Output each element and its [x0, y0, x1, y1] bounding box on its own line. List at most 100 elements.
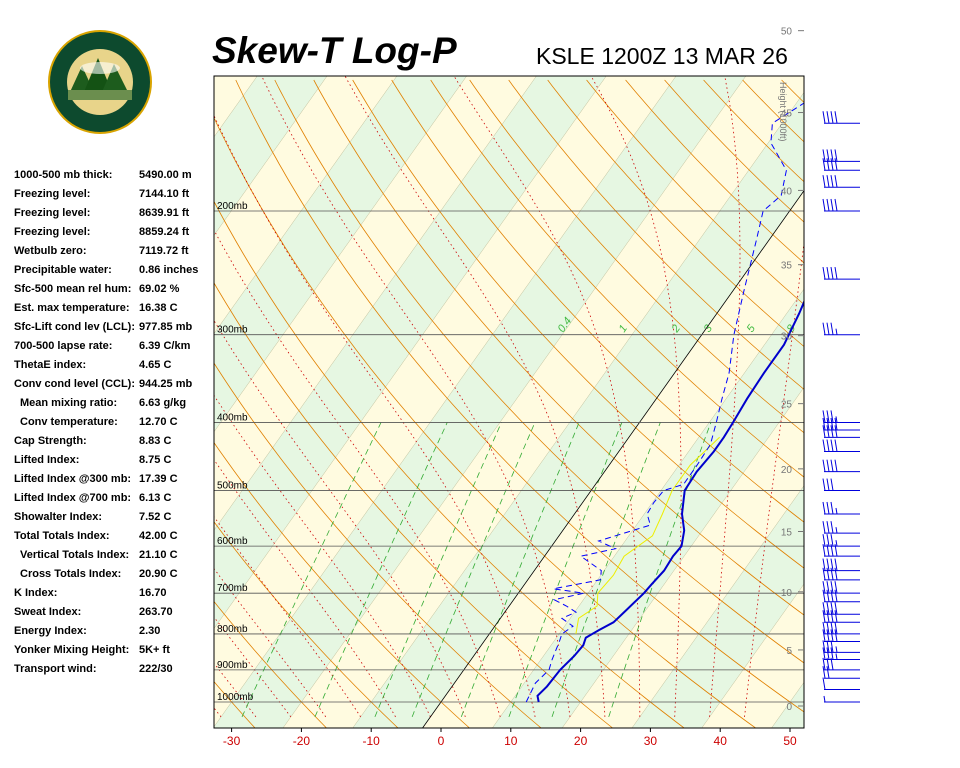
wind-barb-half-flag	[835, 646, 838, 653]
wind-barb-flag	[834, 149, 838, 162]
stat-label: Lifted Index @700 mb:	[14, 492, 132, 504]
wind-barb-flag	[830, 602, 834, 615]
wind-barb-flag	[822, 534, 826, 547]
dry-adiabat	[274, 79, 804, 664]
stat-label: Freezing level:	[14, 207, 91, 219]
isotherm-band	[282, 76, 804, 728]
dry-adiabat	[625, 79, 804, 264]
wind-barb	[822, 417, 860, 431]
x-tick-label: 10	[504, 734, 518, 748]
sounding-indices-panel: 1000-500 mb thick: 5490.00 m Freezing leve…	[14, 166, 214, 679]
stat-row: 700-500 lapse rate: 6.39 C/km	[14, 337, 214, 356]
stat-label: Energy Index:	[14, 625, 87, 637]
wind-barb-flag	[830, 111, 834, 124]
wind-barb	[822, 677, 860, 691]
wind-barb-flag	[834, 266, 838, 280]
moist-adiabat	[453, 76, 641, 717]
dry-adiabat	[860, 80, 960, 728]
stat-value: 8.83 C	[139, 435, 172, 447]
wind-barb	[822, 322, 860, 336]
wind-barb-flag	[826, 558, 830, 571]
wind-barb-flag	[822, 322, 826, 335]
wind-barb-flag	[834, 602, 838, 615]
isotherm-line	[352, 91, 804, 728]
moist-adiabat	[214, 319, 466, 718]
wind-barb	[822, 558, 860, 572]
mixing-ratio-line	[314, 422, 448, 718]
wind-barb-flag	[834, 581, 838, 594]
wind-barb	[822, 610, 860, 623]
plot-area: 0.4 1 2 3 5 8200mb300mb400mb500mb600mb700mb80…	[0, 76, 960, 728]
stat-label: Total Totals Index:	[14, 530, 110, 542]
stat-value: 42.00 C	[139, 530, 178, 542]
wind-barb-flag	[822, 521, 826, 534]
wind-barb-flag	[826, 501, 830, 515]
wind-barb-flag	[826, 158, 830, 171]
stat-label: Transport wind:	[14, 663, 97, 675]
wind-barb-flag	[830, 425, 834, 438]
isotherm-band	[0, 76, 118, 728]
stat-label: Wetbulb zero:	[14, 245, 87, 257]
wind-barb-flag	[826, 198, 830, 212]
isobar-label: 300mb	[217, 325, 248, 336]
wind-barb	[822, 666, 860, 679]
dry-adiabat	[214, 441, 470, 728]
wind-barb	[822, 149, 860, 162]
stat-value: 5490.00 m	[139, 169, 192, 181]
wind-barb-flag	[826, 621, 830, 635]
isotherm-line	[0, 76, 48, 728]
stat-row: K Index: 16.70	[14, 584, 214, 603]
stat-value: 16.38 C	[139, 302, 178, 314]
stat-value: 5K+ ft	[139, 644, 170, 656]
dry-adiabat	[235, 79, 804, 713]
dry-adiabat	[430, 79, 804, 478]
wind-barb	[822, 501, 860, 515]
wind-barb-flag	[822, 666, 826, 679]
wind-barb-flag	[822, 425, 826, 438]
dry-adiabat	[781, 79, 804, 103]
dry-adiabat	[391, 79, 804, 523]
wind-barb-half-flag	[835, 507, 838, 515]
wind-barb-flag	[826, 478, 830, 491]
isotherm-line	[492, 288, 804, 728]
wind-barb-flag	[830, 621, 834, 635]
wind-barb-half-flag	[823, 695, 826, 703]
stat-value: 69.02 %	[139, 283, 180, 295]
isobar-label: 500mb	[217, 481, 248, 492]
height-tick-label: 10	[781, 588, 793, 599]
wind-barb-flag	[826, 629, 830, 642]
stat-label: Conv cond level (CCL):	[14, 378, 136, 390]
stat-value: 263.70	[139, 606, 173, 618]
wind-barb-flag	[822, 610, 826, 623]
wind-barb-flag	[830, 567, 834, 580]
wind-barb-flag	[822, 417, 826, 431]
stat-value: 222/30	[139, 663, 173, 675]
wind-barb-flag	[830, 266, 834, 280]
stat-label: Sfc-Lift cond lev (LCL):	[14, 321, 135, 333]
wind-barb-flag	[834, 621, 838, 635]
temperature-trace	[536, 299, 804, 703]
dry-adiabat	[214, 362, 542, 728]
wind-barb-flag	[830, 459, 834, 472]
isobar-label: 1000mb	[217, 692, 254, 703]
stat-label: ThetaE index:	[14, 359, 87, 371]
stat-value: 7.52 C	[139, 511, 172, 523]
stat-label: Lifted Index @300 mb:	[14, 473, 132, 485]
moist-adiabat	[214, 114, 536, 717]
stat-row: Sfc-Lift cond lev (LCL): 977.85 mb	[14, 318, 214, 337]
stat-row: Precipitable water: 0.86 inches	[14, 261, 214, 280]
station-time: KSLE 1200Z 13 MAR 26	[536, 43, 788, 69]
wind-barb-flag	[822, 544, 826, 557]
chart-title: Skew-T Log-P	[212, 30, 457, 71]
wind-barb-flag	[830, 521, 834, 534]
wind-barb-flag	[822, 647, 826, 660]
stat-value: 2.30	[139, 625, 161, 637]
stat-row: Energy Index: 2.30	[14, 622, 214, 641]
wind-barb-flag	[822, 175, 826, 188]
stat-label: Sfc-500 mean rel hum:	[14, 283, 132, 295]
stat-value: 7119.72 ft	[139, 245, 189, 257]
wind-barb	[822, 459, 860, 473]
wind-barb-flag	[826, 322, 830, 335]
isobar-label: 200mb	[217, 201, 248, 212]
stat-row: Conv temperature: 12.70 C	[14, 413, 214, 432]
